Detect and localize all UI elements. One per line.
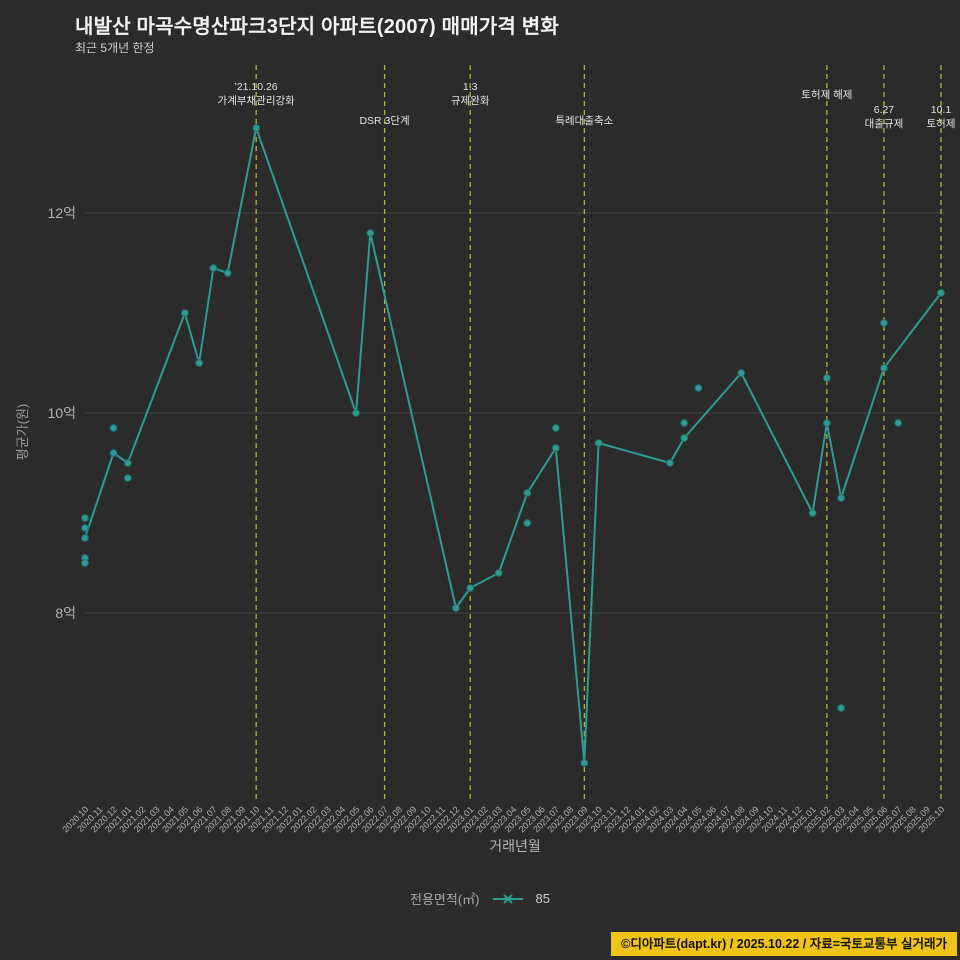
data-point xyxy=(494,569,503,577)
outlier-point xyxy=(694,384,703,392)
data-point xyxy=(195,359,204,367)
data-point xyxy=(937,289,945,297)
data-point xyxy=(109,449,118,457)
event-label: 토허제 해제 xyxy=(801,88,852,101)
data-point xyxy=(680,434,689,442)
event-label: 6.27 xyxy=(874,104,895,116)
outlier-point xyxy=(880,319,888,327)
data-point xyxy=(808,509,817,517)
data-point xyxy=(123,459,132,467)
outlier-point xyxy=(680,419,689,427)
data-point xyxy=(594,439,603,447)
data-point xyxy=(822,419,831,427)
data-point xyxy=(223,269,232,277)
event-label: 토허제 xyxy=(927,118,956,130)
data-point xyxy=(666,459,674,467)
outlier-point xyxy=(81,559,89,567)
data-point xyxy=(252,124,261,132)
data-point xyxy=(551,444,560,452)
data-point xyxy=(523,489,532,497)
data-point xyxy=(81,534,89,542)
price-line xyxy=(84,127,942,764)
event-label: 1.3 xyxy=(463,81,478,93)
y-axis-title: 평균가(원) xyxy=(15,404,30,461)
data-point xyxy=(737,369,746,377)
data-point xyxy=(466,584,475,592)
event-label: 대출규제 xyxy=(865,118,904,130)
data-point xyxy=(880,364,888,372)
chart-title: 내발산 마곡수명산파크3단지 아파트(2007) 매매가격 변화 xyxy=(75,16,559,38)
outlier-point xyxy=(837,704,846,712)
outlier-point xyxy=(523,519,532,527)
legend-series-value: 85 xyxy=(535,891,550,906)
y-tick-label: 8억 xyxy=(55,605,76,621)
event-label: 10.1 xyxy=(931,104,952,116)
data-point xyxy=(366,229,375,237)
legend-marker xyxy=(492,893,523,904)
outlier-point xyxy=(81,514,89,522)
event-label: 규제완화 xyxy=(451,94,490,107)
outlier-point xyxy=(123,474,132,482)
legend: 전용면적(㎡) 85 xyxy=(0,889,960,908)
outlier-point xyxy=(894,419,903,427)
outlier-point xyxy=(81,524,89,532)
outlier-point xyxy=(551,424,560,432)
outlier-point xyxy=(822,374,831,382)
data-point xyxy=(209,264,218,272)
chart-subtitle: 최근 5개년 한정 xyxy=(75,41,155,55)
x-axis-title: 거래년월 xyxy=(489,838,541,854)
event-label: '21.10.26 xyxy=(235,81,278,93)
event-label: 가계부채관리강화 xyxy=(218,95,296,107)
outlier-point xyxy=(109,424,118,432)
event-label: 특례대출축소 xyxy=(555,115,613,127)
legend-label: 전용면적(㎡) xyxy=(410,892,480,907)
data-point xyxy=(580,759,589,767)
data-point xyxy=(180,309,189,317)
y-tick-label: 12억 xyxy=(48,205,76,221)
credit-badge: ©디아파트(dapt.kr) / 2025.10.22 / 자료=국토교통부 실… xyxy=(611,931,957,956)
data-point xyxy=(352,409,360,417)
y-tick-label: 10억 xyxy=(48,405,76,421)
data-point xyxy=(837,494,846,502)
event-label: DSR 3단계 xyxy=(359,115,409,127)
data-point xyxy=(452,604,460,612)
